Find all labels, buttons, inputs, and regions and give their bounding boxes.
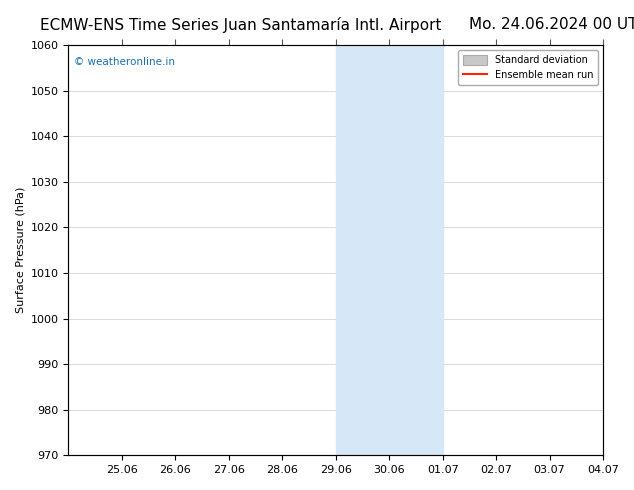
Y-axis label: Surface Pressure (hPa): Surface Pressure (hPa) [15, 187, 25, 313]
Bar [336, 45, 443, 455]
Text: Mo. 24.06.2024 00 UTC: Mo. 24.06.2024 00 UTC [469, 17, 634, 32]
Text: ECMW-ENS Time Series Juan Santamaría Intl. Airport: ECMW-ENS Time Series Juan Santamaría Int… [40, 17, 442, 33]
Legend: Standard deviation, Ensemble mean run: Standard deviation, Ensemble mean run [458, 50, 598, 85]
Text: © weatheronline.in: © weatheronline.in [74, 57, 175, 67]
